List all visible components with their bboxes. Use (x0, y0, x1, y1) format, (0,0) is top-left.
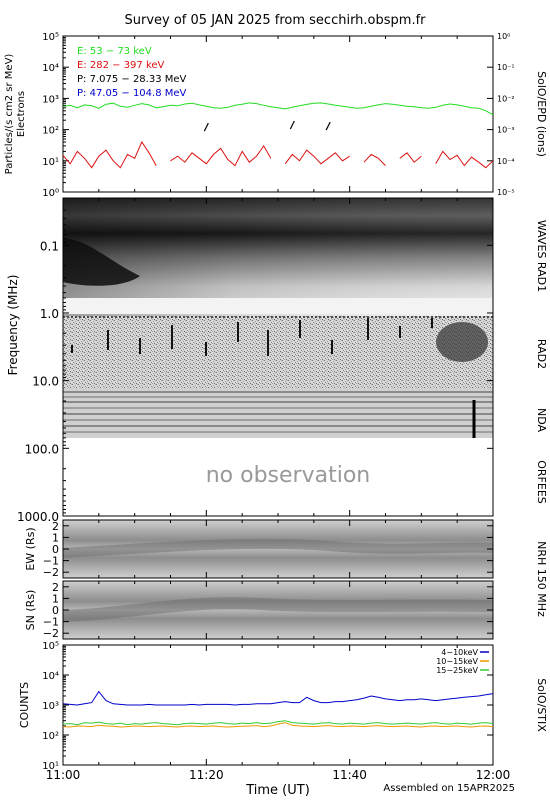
orfees-empty (63, 438, 493, 516)
epd-left-tick-label: 10³ (42, 94, 59, 105)
epd-left-tick-label: 10² (42, 126, 59, 137)
stix-ylabel: COUNTS (18, 682, 31, 728)
epd-legend-entry: P: 7.075 − 28.33 MeV (77, 74, 187, 85)
time-axis: 11:00 11:20 11:40 12:00 (46, 36, 511, 782)
time-tick-label: 11:00 (46, 768, 81, 782)
epd-series-mark (289, 120, 295, 130)
epd-legend-entry: E: 53 − 73 keV (77, 46, 152, 57)
nrh-ew-ylabel: EW (Rs) (24, 527, 37, 570)
nrh-sn-ylabel: SN (Rs) (24, 590, 37, 631)
stix-ylabel-right: SolO/STIX (535, 678, 548, 732)
stix-tick-label: 10¹ (42, 761, 59, 772)
label-nda: NDA (535, 408, 548, 433)
stix-tick-label: 10⁵ (42, 641, 59, 652)
orfees-no-observation: no observation (206, 463, 371, 488)
nrh-tick-label: −2 (43, 627, 59, 640)
rad1-shading (63, 198, 493, 316)
nrh-tick-label: 1 (52, 531, 59, 544)
nrh-label: NRH 150 MHz (535, 541, 548, 617)
nrh-tick-label: 0 (52, 543, 59, 556)
time-tick-label: 11:40 (332, 768, 367, 782)
time-tick-label: 11:20 (189, 768, 224, 782)
stix-legend-entry: 15−25keV (436, 666, 478, 675)
epd-series-line (62, 140, 494, 169)
nrh-ew-axis: 210−1−2 (43, 520, 493, 579)
nrh-tick-label: 2 (52, 520, 59, 533)
epd-left-axis: 10⁰ 10¹ 10² 10³ 10⁴ 10⁵ (42, 32, 69, 199)
x-axis-label: Time (UT) (245, 783, 310, 798)
epd-right-axis: 10⁻⁵ 10⁻⁴ 10⁻³ 10⁻² 10⁻¹ 10⁰ (487, 32, 515, 197)
radio-axis: 0.1 1.0 10.0 100.0 1000.0 (17, 197, 493, 524)
time-tick-label: 12:00 (476, 768, 511, 782)
epd-right-tick-label: 10⁰ (497, 32, 510, 41)
radio-tick-label: 1000.0 (17, 510, 59, 524)
stix-series-group (62, 690, 494, 728)
nrh-tick-label: 2 (52, 581, 59, 594)
nrh-ew-band (62, 538, 494, 558)
epd-ylabel-left2: Electrons (16, 91, 27, 137)
nrh-tick-label: −1 (43, 616, 59, 629)
epd-right-tick-label: 10⁻² (497, 94, 515, 103)
stix-series-line (62, 690, 494, 706)
stix-legend-entry: 4−10keV (441, 648, 478, 657)
stix-series-line (62, 722, 494, 728)
epd-legend-entry: E: 282 − 397 keV (77, 60, 165, 71)
epd-right-tick-label: 10⁻¹ (497, 63, 515, 72)
stix-tick-label: 10² (42, 731, 59, 742)
nrh-sn-axis: 210−1−2 (43, 581, 493, 640)
epd-series-mark (203, 122, 209, 132)
radio-tick-label: 1.0 (40, 307, 59, 321)
rad2-burst-cluster (436, 322, 488, 362)
epd-left-tick-label: 10⁵ (42, 32, 59, 43)
rad2-bursts (71, 318, 433, 356)
stix-tick-label: 10³ (42, 701, 59, 712)
nrh-tick-label: 0 (52, 604, 59, 617)
epd-right-tick-label: 10⁻⁵ (497, 188, 515, 197)
epd-right-tick-label: 10⁻³ (497, 126, 515, 135)
stix-tick-label: 10⁴ (42, 671, 59, 682)
epd-ylabel-right: SolO/EPD (ions) (535, 71, 548, 157)
rad1-white-band (63, 298, 493, 314)
figure-title: Survey of 05 JAN 2025 from secchirh.obsp… (125, 13, 427, 28)
epd-series-mark (325, 121, 331, 131)
epd-series-group (62, 102, 494, 169)
nda-lines (63, 391, 493, 433)
footer-assembled: Assembled on 15APR2025 (383, 783, 515, 794)
nda-spectrum (63, 388, 493, 438)
stix-series-line (62, 720, 494, 726)
nrh-tick-label: 1 (52, 592, 59, 605)
epd-legend-entry: P: 47.05 − 104.8 MeV (77, 88, 187, 99)
nrh-ew-panel: 210−1−2 EW (Rs) (24, 519, 494, 579)
radio-tick-label: 0.1 (40, 239, 59, 253)
nrh-sn-panel: 210−1−2 SN (Rs) (24, 580, 494, 640)
radio-ylabel: Frequency (MHz) (6, 275, 20, 376)
epd-series-line (62, 102, 494, 116)
label-rad2: RAD2 (535, 339, 548, 369)
nrh-sn-band (62, 597, 494, 622)
radio-tick-label: 100.0 (25, 442, 59, 456)
radio-panel: no observation 0.1 1.0 10.0 100.0 1000.0 Fre… (6, 197, 548, 524)
label-orfees: ORFEES (535, 460, 548, 504)
epd-right-tick-label: 10⁻⁴ (497, 157, 515, 166)
rad2-spectrum (63, 316, 493, 388)
rad1-dark-blob (63, 238, 140, 286)
epd-legend: E: 53 − 73 keV E: 282 − 397 keV P: 7.075 −… (77, 46, 187, 99)
stix-legend-entry: 10−15keV (436, 657, 478, 666)
radio-tick-label: 10.0 (32, 375, 59, 389)
nrh-tick-label: −2 (43, 566, 59, 579)
stix-axis: 10¹ 10² 10³ 10⁴ 10⁵ (42, 641, 493, 772)
epd-left-tick-label: 10⁰ (42, 188, 59, 199)
label-waves-rad1: WAVES RAD1 (535, 220, 548, 292)
nrh-tick-label: −1 (43, 555, 59, 568)
epd-left-tick-label: 10¹ (42, 157, 59, 168)
epd-ylabel-left: Particles/(s cm2 sr MeV) (4, 54, 15, 175)
epd-left-tick-label: 10⁴ (42, 63, 59, 74)
